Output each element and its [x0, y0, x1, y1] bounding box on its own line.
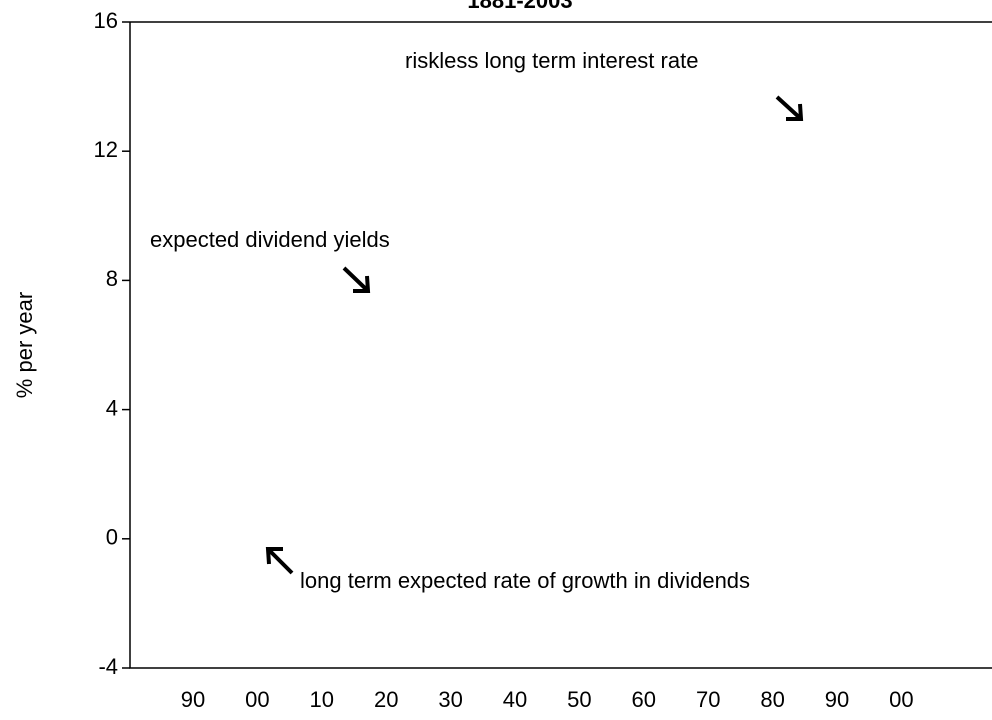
y-tick-label: 8 — [106, 266, 118, 291]
x-tick-label: 20 — [374, 687, 398, 712]
x-tick-label: 90 — [825, 687, 849, 712]
x-tick-label: 80 — [760, 687, 784, 712]
x-tick-label: 60 — [632, 687, 656, 712]
x-tick-label: 30 — [438, 687, 462, 712]
annotation: expected dividend yields — [150, 227, 390, 252]
x-tick-label: 00 — [245, 687, 269, 712]
x-tick-label: 50 — [567, 687, 591, 712]
arrow — [265, 547, 294, 575]
y-tick-label: -4 — [98, 654, 118, 679]
y-tick-label: 0 — [106, 525, 118, 550]
annotation: long term expected rate of growth in div… — [300, 568, 750, 593]
x-tick-label: 70 — [696, 687, 720, 712]
annotation: riskless long term interest rate — [405, 48, 698, 73]
y-tick-label: 12 — [94, 137, 118, 162]
x-tick-label: 00 — [889, 687, 913, 712]
x-tick-label: 90 — [181, 687, 205, 712]
y-tick-label: 16 — [94, 8, 118, 33]
y-tick-label: 4 — [106, 395, 118, 420]
arrow — [775, 95, 804, 121]
x-tick-label: 40 — [503, 687, 527, 712]
chart-title: 1881-2003 — [467, 0, 572, 13]
x-tick-label: 10 — [310, 687, 334, 712]
arrow — [342, 266, 371, 293]
y-axis-label: % per year — [12, 292, 37, 398]
